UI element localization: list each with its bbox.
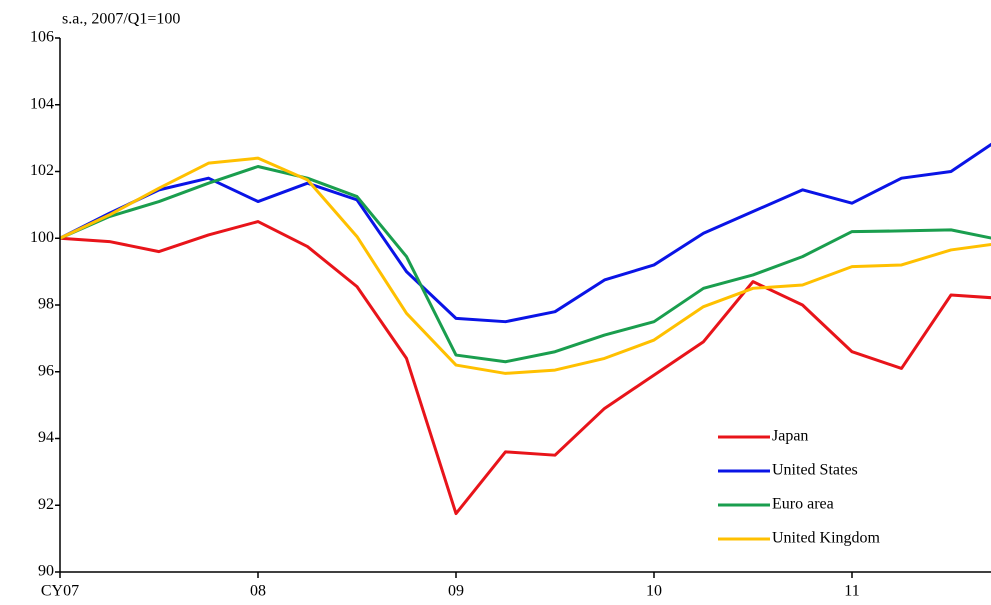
y-tick-label: 100 <box>30 229 54 246</box>
y-tick-label: 94 <box>38 429 54 446</box>
plot-lines <box>59 142 991 516</box>
y-tick-label: 92 <box>38 496 54 513</box>
axis-unit: s.a., 2007/Q1=100 <box>62 11 180 28</box>
y-tick-label: 104 <box>30 95 54 112</box>
series-line <box>59 164 991 364</box>
series-line <box>59 142 991 324</box>
y-tick-label: 102 <box>30 162 54 179</box>
x-tick-label: 08 <box>250 583 266 600</box>
x-tick-label: 10 <box>646 583 662 600</box>
legend-label: Euro area <box>772 496 834 513</box>
series-line <box>59 220 991 516</box>
legend-label: Japan <box>772 428 808 445</box>
y-tick-label: 90 <box>38 563 54 580</box>
x-tick-label: CY07 <box>41 583 79 600</box>
series-line <box>59 156 991 375</box>
legend-label: United Kingdom <box>772 530 881 547</box>
x-tick-label: 09 <box>448 583 464 600</box>
x-tick-label: 11 <box>844 583 859 600</box>
y-tick-label: 96 <box>38 362 54 379</box>
y-tick-label: 98 <box>38 296 54 313</box>
legend-label: United States <box>772 462 858 479</box>
y-tick-label: 106 <box>30 29 54 46</box>
